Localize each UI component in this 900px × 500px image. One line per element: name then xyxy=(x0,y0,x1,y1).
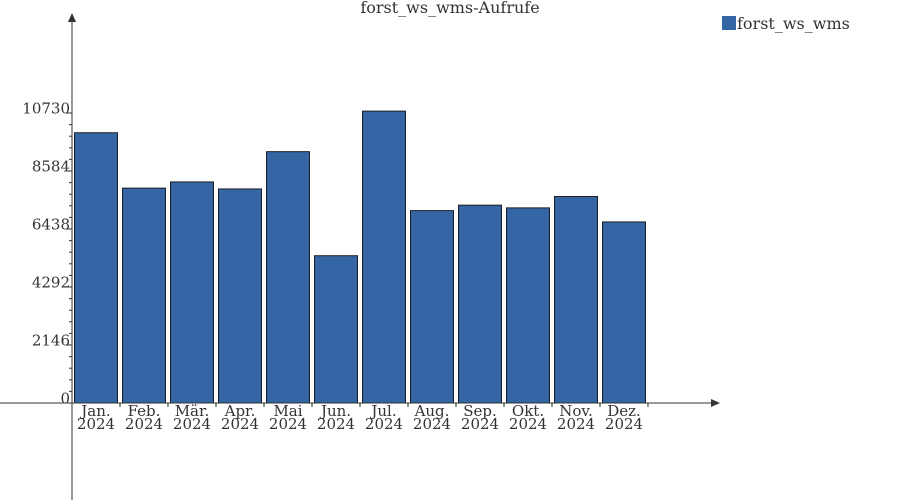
x-tick-label-year: 2024 xyxy=(269,415,307,433)
legend-swatch xyxy=(722,16,736,30)
legend-label: forst_ws_wms xyxy=(737,14,850,33)
x-tick-label-year: 2024 xyxy=(317,415,355,433)
x-tick-label-month: Feb. xyxy=(128,402,161,420)
x-tick-label-month: Sep. xyxy=(463,402,497,420)
x-tick-label-year: 2024 xyxy=(605,415,643,433)
bar xyxy=(554,196,598,404)
x-tick-label-year: 2024 xyxy=(77,415,115,433)
y-tick-label: 10730 xyxy=(22,100,70,118)
y-tick-label: 8584 xyxy=(32,158,70,176)
x-tick-label-month: Apr. xyxy=(224,402,256,420)
bar xyxy=(506,207,550,404)
bars xyxy=(74,110,646,404)
x-tick-label-year: 2024 xyxy=(461,415,499,433)
x-tick-label-month: Mai xyxy=(273,402,302,420)
x-tick-label-year: 2024 xyxy=(221,415,259,433)
bar xyxy=(74,132,118,404)
x-tick-label-month: Dez. xyxy=(607,402,641,420)
bar xyxy=(314,255,358,404)
x-tick-label-year: 2024 xyxy=(125,415,163,433)
legend: forst_ws_wms xyxy=(722,14,850,33)
x-tick-label-month: Okt. xyxy=(512,402,544,420)
x-tick-label-month: Jun. xyxy=(319,402,351,420)
y-ticks: 0 2146 4292 6438 8584 10730 xyxy=(22,100,72,408)
bar xyxy=(170,181,214,404)
x-ticks: Jan.2024Feb.2024Mär.2024Apr.2024Mai2024J… xyxy=(71,402,649,433)
x-tick-label-month: Mär. xyxy=(175,402,210,420)
bar xyxy=(410,210,454,404)
y-tick-label: 4292 xyxy=(32,274,70,292)
x-tick-label-month: Nov. xyxy=(559,402,593,420)
bar xyxy=(602,221,646,404)
x-axis-arrow xyxy=(711,399,720,407)
x-tick-label-month: Jul. xyxy=(369,402,396,420)
x-tick-label-month: Jan. xyxy=(79,402,110,420)
bar xyxy=(122,187,166,404)
bar xyxy=(458,204,502,404)
x-tick-label-month: Aug. xyxy=(414,402,450,420)
x-tick-label-year: 2024 xyxy=(365,415,403,433)
bar xyxy=(218,188,262,404)
bar xyxy=(266,151,310,404)
x-tick-label-year: 2024 xyxy=(173,415,211,433)
y-tick-label: 2146 xyxy=(32,332,70,350)
y-tick-label: 6438 xyxy=(32,216,70,234)
x-tick-label-year: 2024 xyxy=(413,415,451,433)
y-tick-label: 0 xyxy=(60,390,70,408)
bar xyxy=(362,110,406,404)
chart-title: forst_ws_wms-Aufrufe xyxy=(360,0,539,17)
x-tick-label-year: 2024 xyxy=(509,415,547,433)
y-axis-arrow xyxy=(68,13,76,22)
x-tick-label-year: 2024 xyxy=(557,415,595,433)
